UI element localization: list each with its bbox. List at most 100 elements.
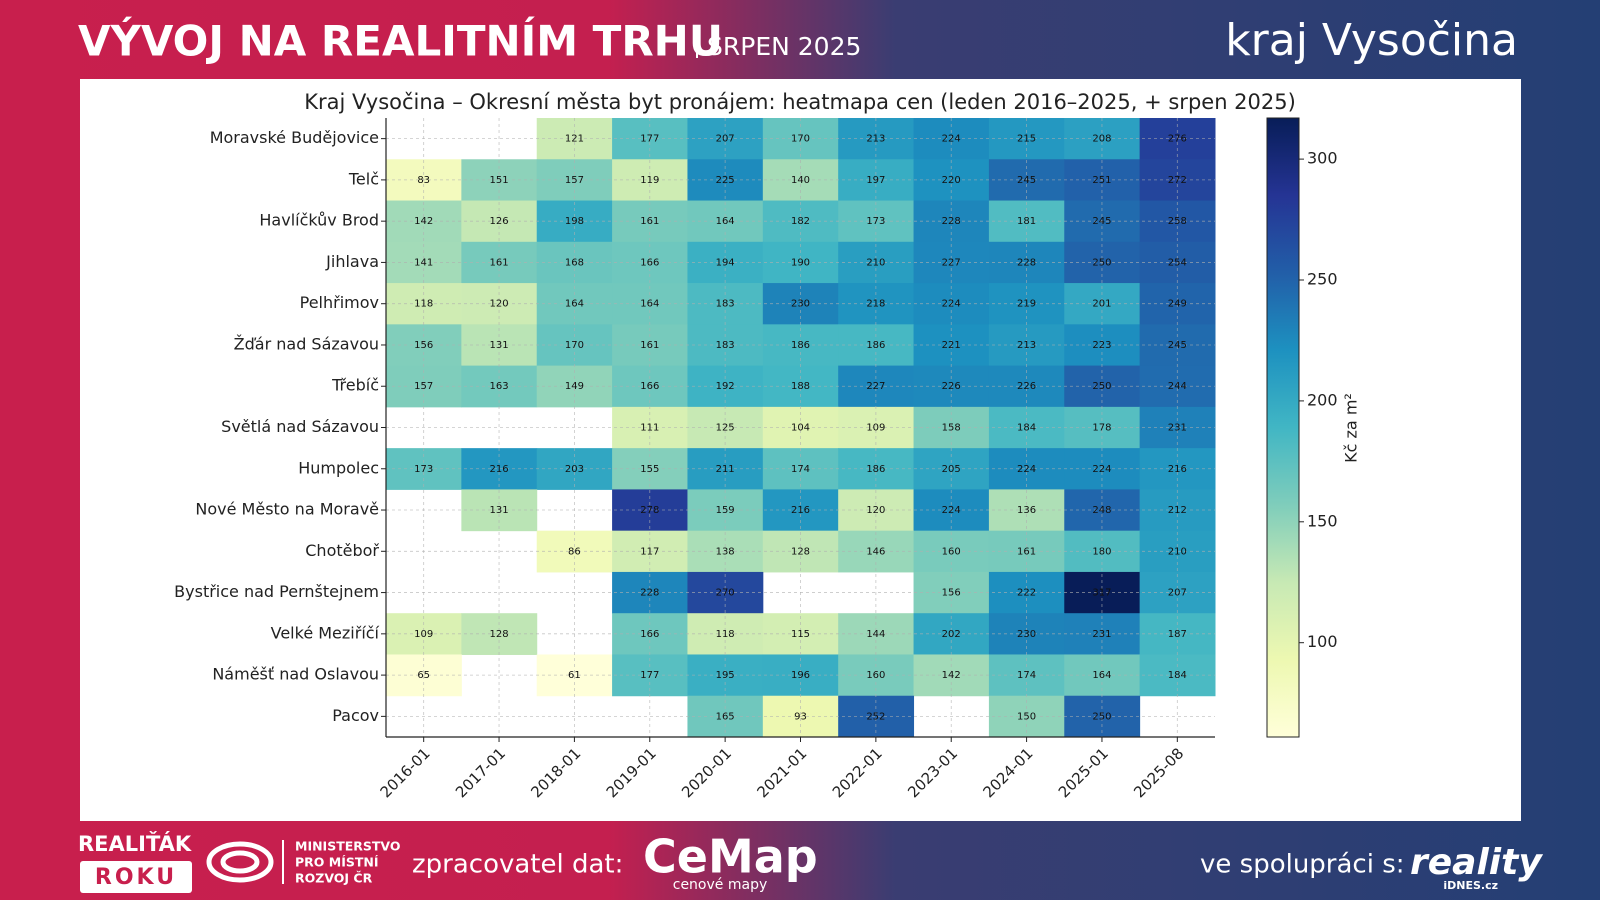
cell-label: 245 — [1168, 340, 1187, 351]
colorbar-tick-label: 100 — [1307, 632, 1338, 651]
cell-label: 156 — [414, 340, 433, 351]
partner-domain: iDNES.cz — [1443, 879, 1498, 892]
cell-label: 181 — [1017, 216, 1036, 227]
row-label: Světlá nad Sázavou — [221, 417, 379, 436]
award-box — [80, 861, 192, 893]
cell-label: 160 — [942, 546, 961, 557]
cell-label: 226 — [942, 381, 961, 392]
ministry-logo — [206, 841, 274, 883]
cell-label: 155 — [640, 464, 659, 475]
award-top: REALIŤÁK — [78, 831, 192, 856]
cell-label: 224 — [942, 299, 961, 310]
cell-label: 317 — [1092, 588, 1111, 599]
row-label: Bystřice nad Pernštejnem — [174, 582, 379, 601]
cell-label: 131 — [489, 340, 508, 351]
cell-label: 117 — [640, 546, 659, 557]
cell-label: 194 — [716, 257, 735, 268]
cell-label: 173 — [866, 216, 885, 227]
cell-label: 228 — [1017, 257, 1036, 268]
cell-label: 208 — [1092, 134, 1111, 145]
cell-label: 180 — [1092, 546, 1111, 557]
cell-label: 160 — [866, 670, 885, 681]
cell-label: 151 — [489, 175, 508, 186]
cell-label: 166 — [640, 257, 659, 268]
processor-tagline: cenové mapy — [673, 877, 768, 893]
partner-name: reality — [1410, 842, 1543, 883]
cell-label: 250 — [1092, 257, 1111, 268]
cell-label: 183 — [716, 299, 735, 310]
colorbar-tick-label: 300 — [1307, 149, 1338, 168]
colorbar-tick-label: 200 — [1307, 390, 1338, 409]
cell-label: 207 — [716, 134, 735, 145]
cell-label: 65 — [417, 670, 430, 681]
cell-label: 221 — [942, 340, 961, 351]
cell-label: 216 — [791, 505, 810, 516]
cell-label: 213 — [1017, 340, 1036, 351]
cell-label: 164 — [716, 216, 735, 227]
cell-label: 231 — [1168, 423, 1187, 434]
cell-label: 224 — [1092, 464, 1111, 475]
cell-label: 211 — [716, 464, 735, 475]
cell-label: 272 — [1168, 175, 1187, 186]
row-label: Chotěboř — [305, 541, 379, 560]
cell-label: 188 — [791, 381, 810, 392]
cell-label: 174 — [1017, 670, 1036, 681]
cell-label: 222 — [1017, 588, 1036, 599]
cell-label: 196 — [791, 670, 810, 681]
cell-label: 223 — [1092, 340, 1111, 351]
cell-label: 198 — [565, 216, 584, 227]
cell-label: 118 — [716, 629, 735, 640]
cell-label: 168 — [565, 257, 584, 268]
cell-label: 187 — [1168, 629, 1187, 640]
cell-label: 109 — [866, 423, 885, 434]
cell-label: 111 — [640, 423, 659, 434]
cell-label: 244 — [1168, 381, 1187, 392]
cell-label: 170 — [791, 134, 810, 145]
row-label: Žďár nad Sázavou — [234, 334, 379, 353]
cell-label: 150 — [1017, 711, 1036, 722]
cell-label: 178 — [1092, 423, 1111, 434]
cell-label: 205 — [942, 464, 961, 475]
cell-label: 104 — [791, 423, 810, 434]
cell-label: 203 — [565, 464, 584, 475]
cell-label: 182 — [791, 216, 810, 227]
cell-label: 149 — [565, 381, 584, 392]
award-bottom: ROKU — [95, 865, 177, 890]
ministry-line: PRO MÍSTNÍ — [295, 855, 379, 870]
header-subtitle: SRPEN 2025 — [707, 32, 861, 61]
cell-label: 131 — [489, 505, 508, 516]
cell-label: 230 — [791, 299, 810, 310]
cell-label: 220 — [942, 175, 961, 186]
cell-label: 186 — [791, 340, 810, 351]
cell-label: 250 — [1092, 381, 1111, 392]
cell-label: 161 — [640, 340, 659, 351]
processor-name: CeMap — [643, 830, 818, 884]
row-label: Nové Město na Moravě — [195, 500, 379, 519]
ministry-line: MINISTERSTVO — [295, 839, 401, 854]
cell-label: 216 — [1168, 464, 1187, 475]
cell-label: 109 — [414, 629, 433, 640]
cell-label: 174 — [791, 464, 810, 475]
cell-label: 142 — [942, 670, 961, 681]
cell-label: 224 — [1017, 464, 1036, 475]
cell-label: 115 — [791, 629, 810, 640]
cell-label: 158 — [942, 423, 961, 434]
colorbar — [1266, 117, 1300, 738]
cell-label: 119 — [640, 175, 659, 186]
cell-label: 126 — [489, 216, 508, 227]
cell-label: 228 — [640, 588, 659, 599]
cell-label: 138 — [716, 546, 735, 557]
cell-label: 231 — [1092, 629, 1111, 640]
cell-label: 161 — [1017, 546, 1036, 557]
cell-label: 218 — [866, 299, 885, 310]
cell-label: 186 — [866, 340, 885, 351]
cell-label: 192 — [716, 381, 735, 392]
header-title: VÝVOJ NA REALITNÍM TRHU — [78, 16, 723, 66]
cell-label: 120 — [489, 299, 508, 310]
chart-title: Kraj Vysočina – Okresní města byt pronáj… — [304, 90, 1296, 114]
cell-label: 165 — [716, 711, 735, 722]
cell-label: 249 — [1168, 299, 1187, 310]
cell-label: 252 — [866, 711, 885, 722]
cell-label: 251 — [1092, 175, 1111, 186]
